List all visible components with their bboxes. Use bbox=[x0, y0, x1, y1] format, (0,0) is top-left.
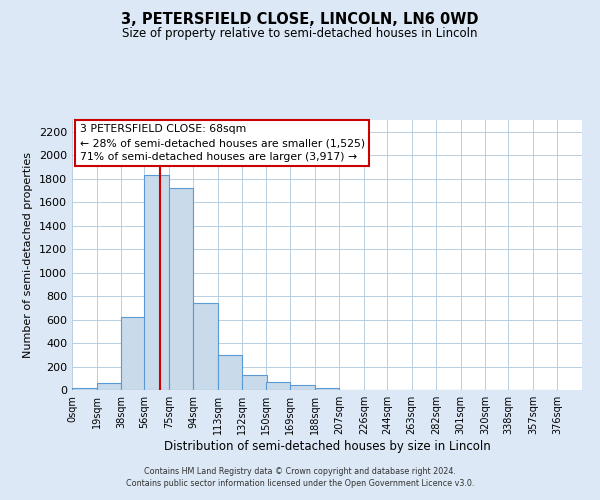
Text: Contains HM Land Registry data © Crown copyright and database right 2024.
Contai: Contains HM Land Registry data © Crown c… bbox=[126, 466, 474, 487]
Bar bbox=[97, 383, 121, 390]
Bar bbox=[266, 382, 290, 390]
Bar bbox=[121, 316, 146, 390]
X-axis label: Distribution of semi-detached houses by size in Lincoln: Distribution of semi-detached houses by … bbox=[164, 440, 490, 453]
Bar bbox=[218, 355, 242, 390]
Bar bbox=[169, 188, 193, 390]
Bar bbox=[145, 175, 169, 390]
Text: 3, PETERSFIELD CLOSE, LINCOLN, LN6 0WD: 3, PETERSFIELD CLOSE, LINCOLN, LN6 0WD bbox=[121, 12, 479, 28]
Bar bbox=[242, 374, 267, 390]
Bar bbox=[72, 388, 97, 390]
Bar bbox=[193, 303, 218, 390]
Text: Size of property relative to semi-detached houses in Lincoln: Size of property relative to semi-detach… bbox=[122, 28, 478, 40]
Bar bbox=[315, 388, 339, 390]
Text: 3 PETERSFIELD CLOSE: 68sqm
← 28% of semi-detached houses are smaller (1,525)
71%: 3 PETERSFIELD CLOSE: 68sqm ← 28% of semi… bbox=[80, 124, 365, 162]
Bar bbox=[290, 386, 315, 390]
Y-axis label: Number of semi-detached properties: Number of semi-detached properties bbox=[23, 152, 34, 358]
